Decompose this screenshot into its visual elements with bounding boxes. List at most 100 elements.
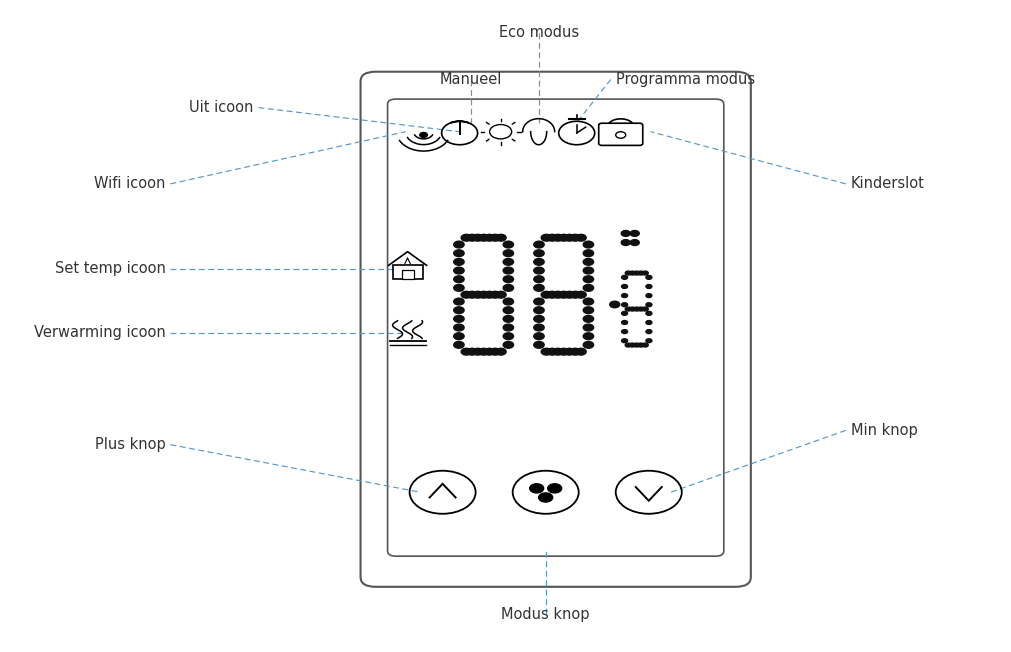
Circle shape [646,330,652,334]
Circle shape [503,258,514,265]
Circle shape [541,234,552,241]
Circle shape [503,298,514,305]
Circle shape [495,348,507,355]
Text: Modus knop: Modus knop [501,606,590,622]
FancyBboxPatch shape [387,99,724,556]
Circle shape [564,234,574,241]
FancyBboxPatch shape [392,265,423,279]
Circle shape [583,307,593,314]
Circle shape [484,234,494,241]
Circle shape [646,293,652,297]
Circle shape [548,484,562,493]
Circle shape [539,493,553,502]
Text: Programma modus: Programma modus [616,72,755,87]
Circle shape [467,348,477,355]
Circle shape [534,267,544,274]
Circle shape [420,132,428,138]
Circle shape [564,291,574,298]
Text: Manueel: Manueel [440,72,501,87]
Circle shape [534,307,544,314]
Circle shape [503,250,514,257]
Circle shape [490,234,500,241]
Circle shape [467,291,477,298]
Circle shape [454,267,464,274]
Circle shape [622,284,628,288]
Circle shape [454,284,464,291]
Circle shape [503,324,514,331]
Circle shape [534,241,544,248]
Circle shape [583,250,593,257]
Circle shape [484,291,494,298]
Circle shape [625,307,631,311]
Circle shape [583,333,593,340]
Circle shape [646,284,652,288]
Circle shape [473,234,483,241]
Circle shape [454,342,464,348]
Circle shape [473,348,483,355]
Circle shape [570,291,580,298]
Circle shape [570,348,580,355]
Circle shape [634,271,640,275]
Circle shape [558,234,569,241]
Circle shape [541,348,552,355]
Circle shape [478,234,489,241]
Circle shape [503,276,514,282]
Circle shape [503,284,514,291]
Circle shape [583,258,593,265]
Circle shape [630,307,636,311]
Circle shape [503,307,514,314]
Text: Plus knop: Plus knop [95,437,166,452]
Text: Eco modus: Eco modus [498,25,578,40]
Circle shape [646,275,652,279]
Circle shape [454,324,464,331]
Circle shape [454,307,464,314]
Circle shape [467,234,477,241]
Circle shape [622,303,628,306]
Circle shape [534,324,544,331]
Circle shape [553,348,563,355]
Circle shape [634,343,640,347]
Circle shape [642,307,648,311]
Circle shape [646,321,652,325]
Circle shape [534,284,544,291]
Circle shape [625,343,631,347]
Circle shape [534,316,544,322]
Circle shape [490,348,500,355]
Circle shape [564,348,574,355]
Circle shape [646,312,652,316]
Circle shape [583,342,593,348]
Circle shape [461,348,471,355]
Text: Kinderslot: Kinderslot [851,176,925,192]
Circle shape [541,291,552,298]
Text: Uit icoon: Uit icoon [189,100,254,115]
Circle shape [642,271,648,275]
Circle shape [630,271,636,275]
Circle shape [646,339,652,343]
Circle shape [622,321,628,325]
Circle shape [547,348,557,355]
Circle shape [534,298,544,305]
Circle shape [638,271,644,275]
Text: Set temp icoon: Set temp icoon [55,261,166,276]
Circle shape [646,303,652,306]
Circle shape [534,333,544,340]
Circle shape [503,241,514,248]
Circle shape [638,307,644,311]
Circle shape [583,241,593,248]
Text: Verwarming icoon: Verwarming icoon [33,325,166,340]
FancyBboxPatch shape [401,270,413,279]
Circle shape [547,291,557,298]
Circle shape [490,291,500,298]
FancyBboxPatch shape [361,72,751,587]
Circle shape [484,348,494,355]
Circle shape [454,298,464,305]
Circle shape [558,348,569,355]
Circle shape [638,343,644,347]
Circle shape [621,230,630,237]
Text: Min knop: Min knop [851,422,918,438]
Circle shape [621,239,630,245]
Circle shape [583,284,593,291]
Circle shape [534,250,544,257]
Circle shape [530,484,544,493]
Circle shape [583,267,593,274]
